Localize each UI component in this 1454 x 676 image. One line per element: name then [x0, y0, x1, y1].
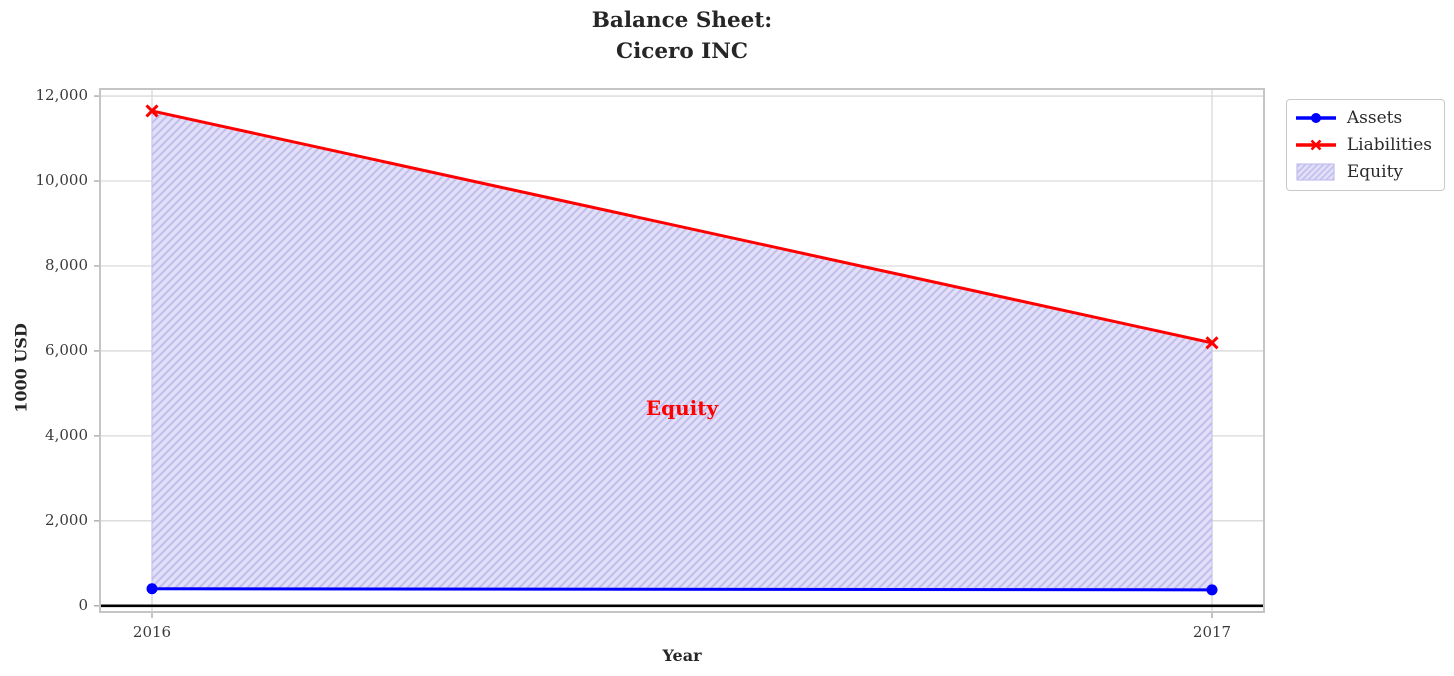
x-tick-label: 2016 [132, 623, 172, 641]
x-marker [145, 104, 159, 118]
legend-label: Assets [1346, 108, 1403, 128]
legend-line-icon [1295, 113, 1336, 123]
series-line-liabilities [151, 109, 1213, 345]
y-tick-label: 4,000 [45, 425, 88, 444]
legend-item-equity: Equity [1296, 162, 1432, 182]
y-tick-label: 8,000 [45, 255, 88, 274]
legend: Assets Liabilities Equity [1285, 99, 1445, 191]
circle-marker [146, 583, 158, 595]
legend-patch-icon [1296, 163, 1335, 181]
legend-line-icon [1295, 139, 1336, 151]
plot-area [94, 88, 1265, 618]
legend-item-assets: Assets [1295, 108, 1432, 128]
equity-area-label: Equity [645, 396, 719, 421]
plot-border [99, 88, 1265, 613]
series-line-assets [151, 587, 1213, 592]
circle-marker [1206, 584, 1218, 596]
y-tick-label: 2,000 [45, 510, 88, 529]
x-marker [1205, 336, 1219, 350]
legend-item-liabilities: Liabilities [1295, 135, 1432, 155]
y-tick-label: 0 [78, 595, 88, 614]
x-axis-label: Year [662, 646, 702, 665]
equity-area-hatch [151, 110, 1213, 591]
y-tick-label: 10,000 [35, 171, 89, 190]
legend-label: Equity [1346, 162, 1404, 182]
chart-title: Balance Sheet: Cicero INC [591, 8, 773, 64]
y-axis-label: 1000 USD [11, 323, 31, 413]
y-tick-label: 12,000 [35, 86, 89, 105]
y-tick-label: 6,000 [45, 340, 88, 359]
x-tick-label: 2017 [1192, 623, 1232, 641]
legend-label: Liabilities [1346, 135, 1432, 155]
